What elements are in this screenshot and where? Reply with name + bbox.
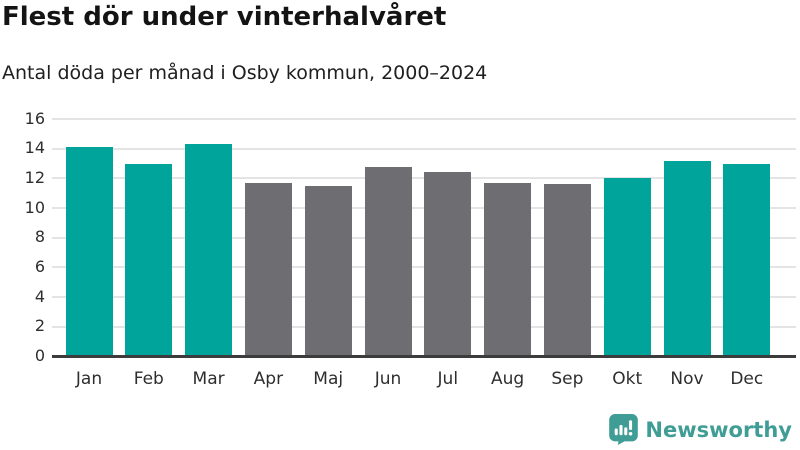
gridline-y-14 — [52, 147, 796, 150]
y-axis-tick-label: 12 — [24, 167, 45, 187]
x-axis-label-jan: Jan — [75, 369, 103, 389]
page-title: Flest dör under vinterhalvåret — [2, 2, 447, 32]
x-axis-label-jul: Jul — [437, 369, 459, 389]
y-axis-tick-label: 4 — [34, 286, 45, 306]
gridline-y-16 — [52, 118, 796, 120]
newsworthy-logo: Newsworthy — [609, 414, 792, 445]
bar-nov — [663, 160, 711, 357]
bar-mar — [185, 144, 233, 357]
gridline-y-6 — [52, 266, 796, 269]
gridline-y-2 — [52, 325, 796, 328]
y-axis-tick-label: 2 — [34, 316, 45, 336]
bar-maj — [304, 185, 352, 357]
bar-jul — [424, 172, 472, 357]
x-axis-baseline — [52, 355, 796, 358]
page-subtitle: Antal döda per månad i Osby kommun, 2000… — [2, 62, 488, 84]
x-axis-label-dec: Dec — [730, 369, 764, 389]
x-axis-label-okt: Okt — [612, 369, 643, 389]
y-axis-tick-label: 6 — [34, 256, 45, 276]
gridline-y-12 — [52, 177, 796, 180]
x-axis-label-jun: Jun — [374, 369, 402, 389]
bar-sep — [543, 184, 591, 357]
gridline-y-8 — [52, 236, 796, 239]
newsworthy-wordmark: Newsworthy — [645, 417, 792, 442]
bar-feb — [125, 163, 173, 357]
bar-okt — [603, 178, 651, 357]
y-axis-tick-label: 8 — [34, 227, 45, 247]
x-axis-label-maj: Maj — [313, 369, 344, 389]
gridline-y-4 — [52, 296, 796, 299]
y-axis-tick-label: 16 — [24, 108, 45, 128]
x-axis-label-sep: Sep — [551, 369, 584, 389]
x-axis-label-feb: Feb — [133, 369, 164, 389]
bar-jan — [65, 147, 113, 357]
bar-jun — [364, 166, 412, 357]
newsworthy-speech-bubble-bar-chart-icon — [609, 414, 639, 445]
x-axis-label-apr: Apr — [253, 369, 284, 389]
gridline-y-10 — [52, 207, 796, 210]
x-axis-label-aug: Aug — [490, 369, 525, 389]
x-axis-label-nov: Nov — [670, 369, 704, 389]
y-axis-tick-label: 0 — [34, 346, 45, 365]
bar-aug — [484, 182, 532, 357]
bar-dec — [723, 163, 771, 357]
y-axis-tick-label: 14 — [24, 138, 45, 158]
x-axis-label-mar: Mar — [192, 369, 225, 389]
bar-apr — [244, 182, 292, 357]
y-axis-tick-label: 10 — [24, 197, 45, 217]
